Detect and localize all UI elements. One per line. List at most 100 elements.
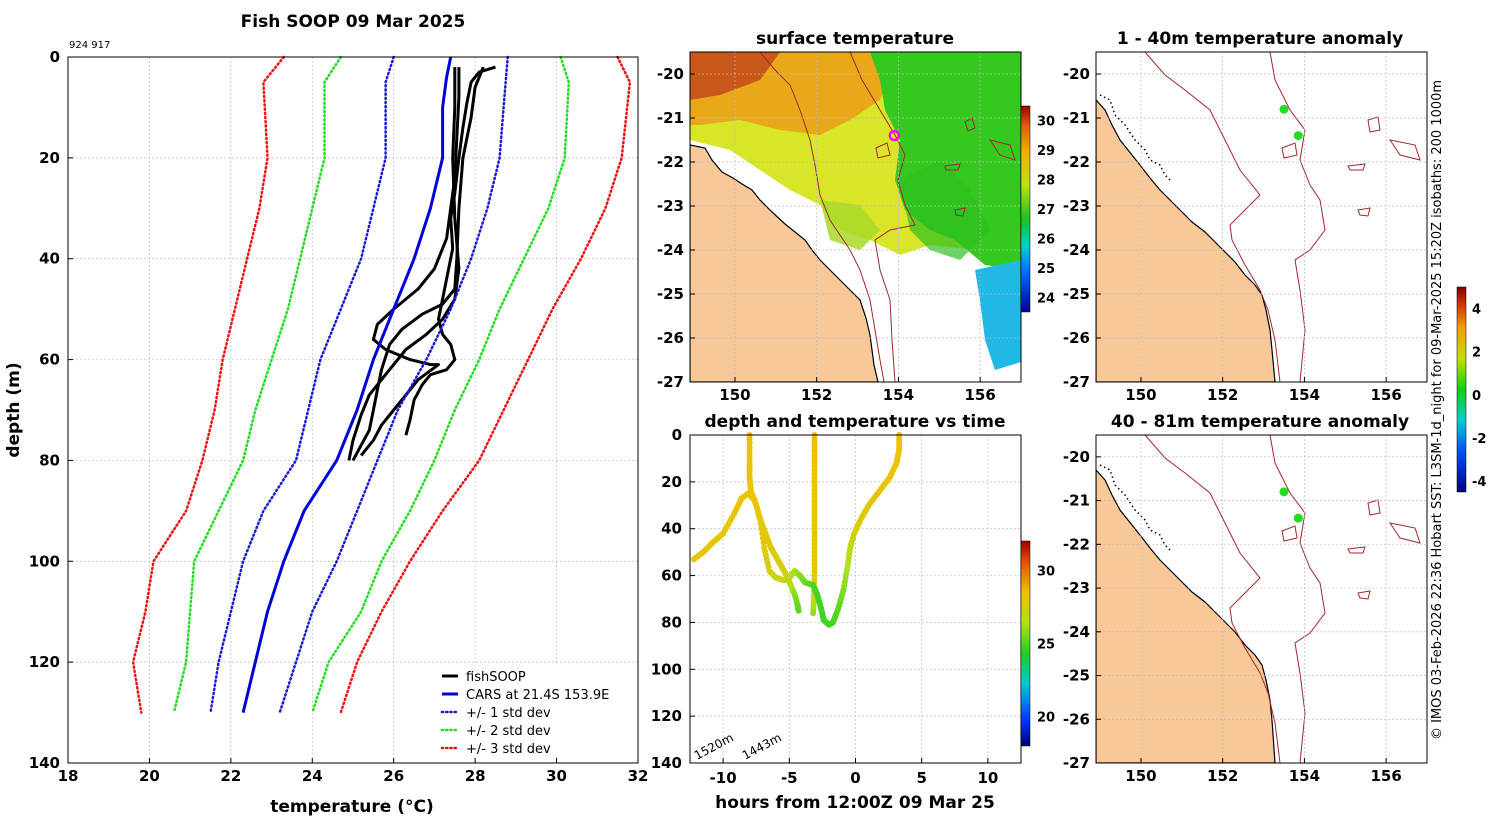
profile-legend: fishSOOP CARS at 21.4S 153.9E +/- 1 std de…: [436, 664, 618, 757]
sst-colorbar-label: 29: [1037, 144, 1055, 159]
map-ytick-label: -24: [1063, 623, 1090, 641]
sst-green-field: [870, 52, 1021, 270]
map-ytick-label: -26: [1063, 329, 1090, 347]
anomaly-2-point: [1293, 513, 1303, 523]
profile-title: Fish SOOP 09 Mar 2025: [241, 12, 466, 32]
anomaly-1-reef: [1281, 142, 1298, 159]
anomaly-2-isobath-1000: [1269, 435, 1326, 763]
sst-colorbar-label: 28: [1037, 174, 1055, 189]
anomaly-2-reef: [1281, 525, 1298, 542]
depth-time-ytick-label: 0: [672, 426, 682, 444]
map-ytick-label: -24: [1063, 241, 1090, 259]
map-xtick-label: 154: [883, 386, 914, 404]
depth-time-point: [759, 535, 766, 542]
profile-xtick-label: 20: [139, 767, 160, 785]
imos-credit-text: © IMOS 03-Feb-2026 22:36 Hobart SST: L3S…: [1430, 80, 1445, 740]
map-xtick-label: 150: [1125, 767, 1156, 785]
anomaly-1-isobath-1000: [1269, 52, 1326, 382]
anomaly-colorbar-label: -2: [1472, 432, 1486, 447]
anomaly-1-frame: [1095, 51, 1428, 383]
profile-xtick-label: 24: [302, 767, 323, 785]
depth-time-colorbar: [1020, 540, 1031, 747]
depth-time-colorbar-label: 30: [1037, 564, 1055, 579]
map-xtick-label: 150: [1125, 386, 1156, 404]
profile-ticks: 18 20 22 24 26 28 30 32 0 20 40 60 80 100 120 140: [29, 48, 649, 785]
anomaly-colorbar-label: 0: [1472, 389, 1481, 404]
depth-time-xtick-label: 0: [850, 769, 860, 787]
depth-time-point: [810, 610, 817, 617]
profile-series-line: [339, 55, 632, 714]
depth-time-ytick-label: 80: [661, 613, 682, 631]
map-ytick-label: -25: [1063, 285, 1090, 303]
anomaly-1-seamount-2: [1347, 163, 1366, 171]
map-xtick-label: 150: [719, 386, 750, 404]
profile-xtick-label: 22: [220, 767, 241, 785]
depth-time-ytick-label: 120: [651, 707, 682, 725]
depth-time-ytick-label: 40: [661, 520, 682, 538]
depth-time-point: [759, 530, 766, 537]
profile-subtitle: 924 917: [69, 40, 110, 51]
anomaly-2-ticks: 150 152 154 156 -20 -21 -22 -23 -24 -25 -26 -27: [1063, 448, 1402, 785]
temperature-profile-chart: 18 20 22 24 26 28 30 32 0 20 40 60 80 100 120 140 Fish …: [4, 12, 648, 817]
map-ytick-label: -27: [1063, 373, 1090, 391]
profile-xtick-label: 28: [465, 767, 486, 785]
map-ytick-label: -23: [1063, 197, 1090, 215]
anomaly-1-seamount-1: [1367, 116, 1381, 133]
anomaly-2-content: [1096, 435, 1427, 763]
anomaly-colorbar-label: -4: [1472, 475, 1486, 490]
map-ytick-label: -25: [657, 285, 684, 303]
sst-colorbar-ticks: 24 25 26 27 28 29 30: [1037, 115, 1055, 307]
depth-time-xtick-label: 10: [977, 769, 998, 787]
profile-series-line: [347, 67, 461, 461]
profile-xlabel-text: temperature: [270, 797, 391, 817]
anomaly-colorbar-ticks: 4 2 0 -2 -4: [1472, 303, 1486, 491]
anomaly-1-ticks: 150 152 154 156 -20 -21 -22 -23 -24 -25 -26 -27: [1063, 65, 1402, 404]
anomaly-2-grid: [1096, 435, 1427, 763]
fishsoop-location-marker: [888, 129, 901, 142]
profile-ytick-label: 80: [39, 451, 60, 469]
profile-series-line: [404, 65, 496, 436]
depth-time-point: [757, 516, 764, 523]
sst-isobath-1000: [849, 52, 916, 382]
map-xtick-label: 154: [1289, 386, 1320, 404]
sst-isobath-seamount-1: [964, 117, 976, 132]
sst-colorbar-label: 24: [1037, 291, 1055, 306]
anomaly-1-points: [1279, 104, 1303, 141]
depth-time-point: [795, 607, 802, 614]
profile-series-line: [311, 55, 571, 714]
depth-time-colorbar-label: 25: [1037, 638, 1055, 653]
map-ytick-label: -21: [1063, 109, 1090, 127]
sst-cool-field: [975, 260, 1021, 370]
profile-series-line: [209, 55, 395, 714]
sst-colorbar-label: 25: [1037, 262, 1055, 277]
anomaly-1-point: [1293, 131, 1303, 141]
map-ytick-label: -20: [657, 65, 684, 83]
legend-entry-label: CARS at 21.4S 153.9E: [466, 688, 609, 703]
depth-time-ytick-label: 60: [661, 567, 682, 585]
map-xtick-label: 156: [1370, 386, 1401, 404]
map-ytick-label: -22: [657, 153, 684, 171]
anomaly-2-seamount-2: [1347, 546, 1366, 554]
map-ytick-label: -26: [1063, 710, 1090, 728]
map-ytick-label: -23: [1063, 579, 1090, 597]
anomaly-1-point: [1279, 104, 1289, 114]
depth-time-ytick-label: 100: [651, 660, 682, 678]
depth-time-xtick-label: -5: [781, 769, 798, 787]
legend-entry-label: +/- 1 std dev: [466, 706, 551, 721]
anomaly-2-frame: [1095, 434, 1428, 764]
anomaly-colorbar-label: 4: [1472, 303, 1481, 318]
anomaly-1-plateau: [1388, 139, 1421, 161]
sst-isobath-plateau: [988, 139, 1016, 161]
map-xtick-label: 156: [964, 386, 995, 404]
anomaly-1-content: [1096, 52, 1427, 382]
profile-xlabel: temperature (°C): [270, 797, 434, 817]
anomaly-1-land: [1096, 99, 1276, 382]
anomaly-2-point: [1279, 487, 1289, 497]
sst-colorbar: [1020, 105, 1031, 313]
legend-entry-label: +/- 2 std dev: [466, 724, 551, 739]
anomaly-2-isobath-200: [1144, 435, 1281, 763]
anomaly-40-81m-title: 40 - 81m temperature anomaly: [1111, 412, 1409, 432]
map-ytick-label: -26: [657, 329, 684, 347]
